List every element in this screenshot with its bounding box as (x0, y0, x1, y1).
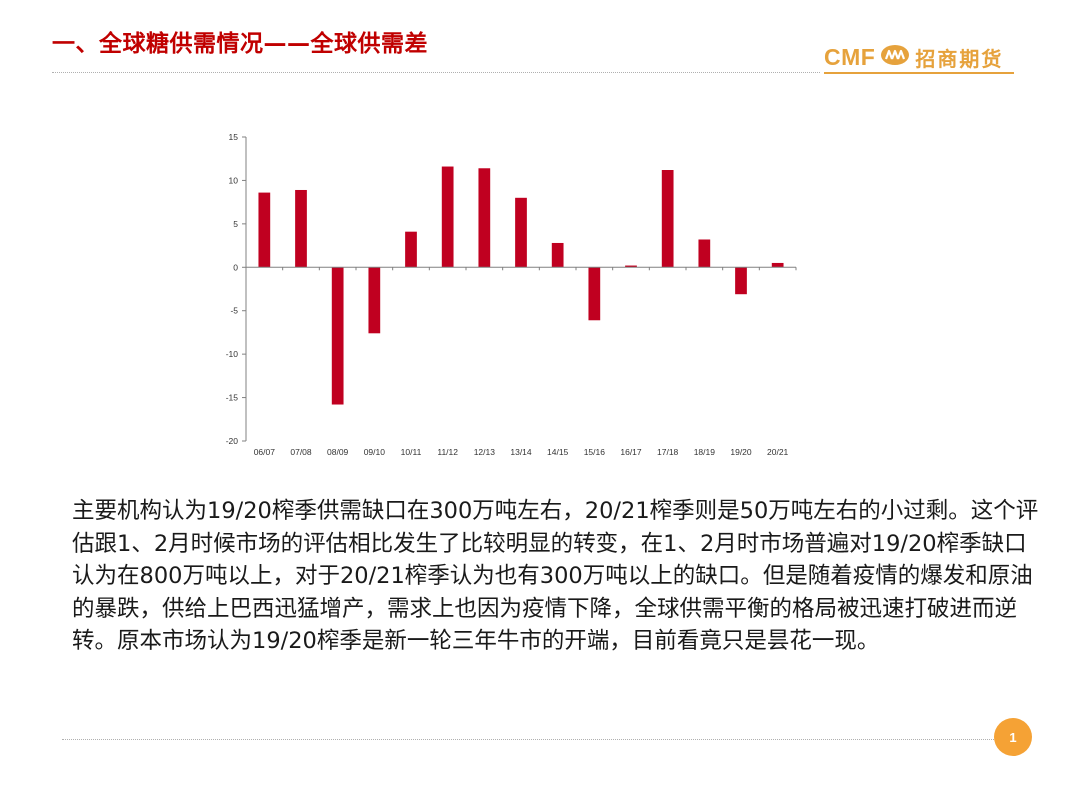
x-tick-label: 20/21 (767, 447, 789, 457)
logo-emblem-icon (880, 44, 910, 70)
bar-07-08 (295, 189, 307, 268)
bar-14-15 (551, 242, 564, 268)
x-tick-label: 13/14 (510, 447, 532, 457)
header-divider (52, 72, 820, 73)
bar-16-17 (625, 265, 637, 268)
logo-latin-text: CMF (824, 43, 876, 70)
y-tick-label: -15 (226, 393, 239, 403)
bar-20-21 (771, 262, 784, 268)
bar-08-09 (331, 267, 344, 405)
y-tick-label: 5 (233, 219, 238, 229)
bar-10-11 (405, 231, 417, 268)
y-axis: 15 10 5 0 -5 -10 -15 -20 (226, 132, 247, 446)
x-tick-label: 08/09 (327, 447, 349, 457)
x-tick-label: 12/13 (474, 447, 496, 457)
y-tick-label: -5 (230, 306, 238, 316)
x-tick-label: 19/20 (730, 447, 752, 457)
bar-09-10 (368, 267, 381, 334)
x-axis: 06/07 07/08 08/09 09/10 10/11 11/12 12/13 13/14… (246, 266, 797, 457)
y-tick-label: 0 (233, 262, 238, 272)
body-paragraph: 主要机构认为19/20榨季供需缺口在300万吨左右，20/21榨季则是50万吨左… (72, 498, 1039, 654)
y-tick-label: -10 (226, 349, 239, 359)
chart-svg: 15 10 5 0 -5 -10 -15 -20 06/07 07/08 08/09 09/10 10… (226, 132, 797, 457)
x-tick-label: 16/17 (620, 447, 642, 457)
x-tick-label: 06/07 (254, 447, 276, 457)
bar-13-14 (515, 197, 527, 268)
bar-18-19 (698, 239, 711, 268)
page-number: 1 (1009, 729, 1017, 745)
y-tick-label: 10 (229, 175, 239, 185)
bar-12-13 (478, 168, 491, 268)
bar-19-20 (735, 267, 747, 295)
y-tick-label: -20 (226, 436, 239, 446)
x-tick-label: 17/18 (657, 447, 679, 457)
x-tick-label: 15/16 (584, 447, 606, 457)
bar-15-16 (588, 267, 601, 321)
supply-demand-chart: 15 10 5 0 -5 -10 -15 -20 06/07 07/08 08/09 09/10 10… (200, 125, 800, 465)
x-tick-label: 14/15 (547, 447, 569, 457)
x-tick-label: 18/19 (694, 447, 716, 457)
page-title: 一、全球糖供需情况——全球供需差 (52, 31, 428, 57)
bar-06-07 (258, 192, 271, 268)
logo-underline (824, 72, 1014, 74)
page-number-badge: 1 (994, 718, 1032, 756)
bar-11-12 (441, 166, 454, 268)
x-tick-label: 10/11 (401, 447, 422, 457)
bar-17-18 (661, 170, 674, 268)
footer-divider (62, 739, 1002, 740)
y-tick-label: 15 (229, 132, 239, 142)
x-tick-label: 07/08 (290, 447, 312, 457)
company-logo: CMF 招商期货 (824, 40, 1003, 74)
bars (258, 166, 784, 405)
logo-cn-text: 招商期货 (915, 46, 1004, 71)
x-tick-label: 09/10 (364, 447, 386, 457)
x-tick-label: 11/12 (437, 447, 458, 457)
